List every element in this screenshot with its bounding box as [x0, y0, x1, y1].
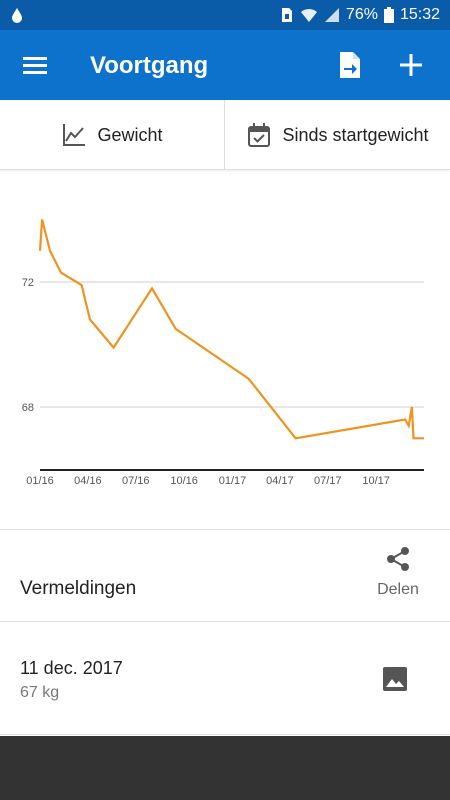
battery-icon [383, 7, 394, 23]
metric-filter-button[interactable]: Gewicht [0, 100, 225, 170]
wifi-icon [300, 8, 317, 22]
x-tick-label: 01/16 [26, 475, 54, 487]
range-filter-label: Sinds startgewicht [282, 124, 429, 145]
app-bar: Voortgang [0, 30, 450, 100]
sim-icon [281, 8, 292, 22]
weight-series-line [38, 219, 424, 440]
file-export-icon[interactable] [336, 50, 364, 80]
calendar-check-icon [248, 123, 271, 147]
signal-icon [324, 8, 339, 22]
hamburger-menu-icon[interactable] [20, 51, 50, 79]
x-tick-label: 04/16 [74, 475, 102, 487]
weight-chart: 72 68 01/16 04/16 07/16 10/16 01/17 04/17 07/17 1… [0, 171, 450, 529]
x-tick-label: 07/17 [314, 475, 342, 487]
weight-line-chart: 72 68 01/16 04/16 07/16 10/16 01/17 04/17 07/17 1… [22, 219, 424, 487]
filter-bar: Gewicht Sinds startgewicht [0, 100, 450, 170]
y-tick-label: 72 [22, 277, 34, 289]
entry-date: 11 dec. 2017 [20, 658, 123, 678]
x-tick-label: 01/17 [219, 475, 247, 487]
x-tick-label: 07/16 [122, 475, 150, 487]
line-chart-icon [63, 124, 86, 146]
status-icons: 76% 15:32 [280, 6, 440, 24]
entry-weight: 67 kg [20, 684, 60, 701]
image-icon[interactable] [382, 666, 408, 692]
divider [0, 734, 450, 735]
share-label: Delen [377, 581, 419, 598]
range-filter-button[interactable]: Sinds startgewicht [225, 100, 450, 170]
divider [0, 621, 450, 622]
metric-filter-label: Gewicht [97, 124, 163, 145]
plus-icon[interactable] [396, 50, 426, 80]
list-item[interactable]: 11 dec. 2017 67 kg [0, 622, 450, 734]
share-button[interactable]: Delen [370, 545, 426, 607]
divider [0, 529, 450, 530]
water-drop-icon [10, 7, 24, 29]
bottom-area [0, 736, 450, 800]
x-tick-label: 10/17 [362, 475, 390, 487]
battery-percent: 76% [345, 6, 378, 23]
status-bar: 76% 15:32 [0, 0, 450, 30]
page-title: Voortgang [90, 52, 209, 79]
x-tick-label: 10/16 [170, 475, 198, 487]
x-tick-label: 04/17 [266, 475, 294, 487]
clock: 15:32 [399, 6, 440, 23]
entries-section-title: Vermeldingen [20, 578, 137, 599]
y-tick-label: 68 [22, 402, 34, 414]
share-icon [387, 547, 409, 571]
